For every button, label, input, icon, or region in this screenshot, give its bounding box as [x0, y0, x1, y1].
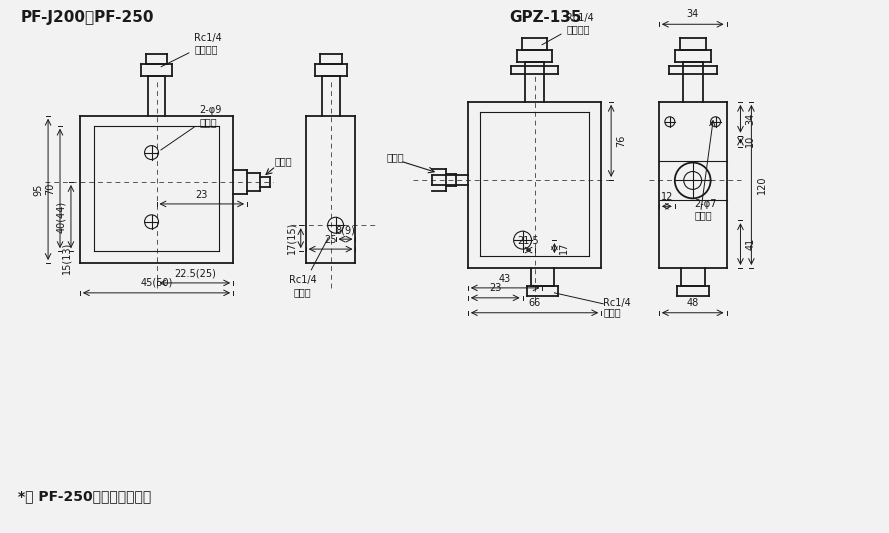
- Text: Rc1/4
空气入口: Rc1/4 空气入口: [161, 33, 222, 67]
- Text: Rc1/4: Rc1/4: [603, 298, 631, 308]
- Text: 45(50): 45(50): [140, 278, 172, 288]
- Text: 2-φ7
安装孔: 2-φ7 安装孔: [694, 199, 717, 220]
- Text: 34: 34: [745, 112, 756, 125]
- Text: 进油口: 进油口: [603, 307, 621, 317]
- Text: 23: 23: [489, 283, 501, 293]
- Text: 22.5(25): 22.5(25): [174, 269, 216, 279]
- Text: 120: 120: [757, 176, 767, 194]
- Text: 43: 43: [499, 274, 511, 284]
- Text: 25: 25: [324, 235, 337, 245]
- Text: 40(44): 40(44): [56, 200, 66, 232]
- Text: 12: 12: [661, 192, 673, 203]
- Text: 2-φ9
安装孔: 2-φ9 安装孔: [161, 105, 221, 150]
- Text: 21.5: 21.5: [517, 236, 540, 246]
- Text: GPZ-135: GPZ-135: [509, 10, 582, 25]
- Text: 95: 95: [33, 183, 43, 196]
- Text: 76: 76: [616, 135, 626, 147]
- Text: 17(15): 17(15): [287, 222, 297, 254]
- Text: 17: 17: [559, 242, 569, 254]
- Text: 喷油嘴: 喷油嘴: [387, 152, 404, 162]
- Text: Rc1/4
进油口: Rc1/4 进油口: [289, 238, 328, 297]
- Text: *： PF-250型为括号内尺寸: *： PF-250型为括号内尺寸: [19, 489, 151, 503]
- Text: 23: 23: [196, 190, 208, 200]
- Text: 10: 10: [745, 135, 756, 147]
- Text: 34: 34: [686, 9, 699, 19]
- Text: 8(9): 8(9): [335, 225, 356, 235]
- Text: 41: 41: [745, 238, 756, 250]
- Text: PF-J200、PF-250: PF-J200、PF-250: [20, 10, 154, 25]
- Text: 15(13): 15(13): [61, 242, 71, 274]
- Text: 70: 70: [45, 182, 55, 195]
- Text: 48: 48: [686, 298, 699, 308]
- Text: Rc1/4
空气入口: Rc1/4 空气入口: [542, 13, 594, 45]
- Text: 66: 66: [528, 298, 541, 308]
- Text: 喷油嘴: 喷油嘴: [275, 156, 292, 166]
